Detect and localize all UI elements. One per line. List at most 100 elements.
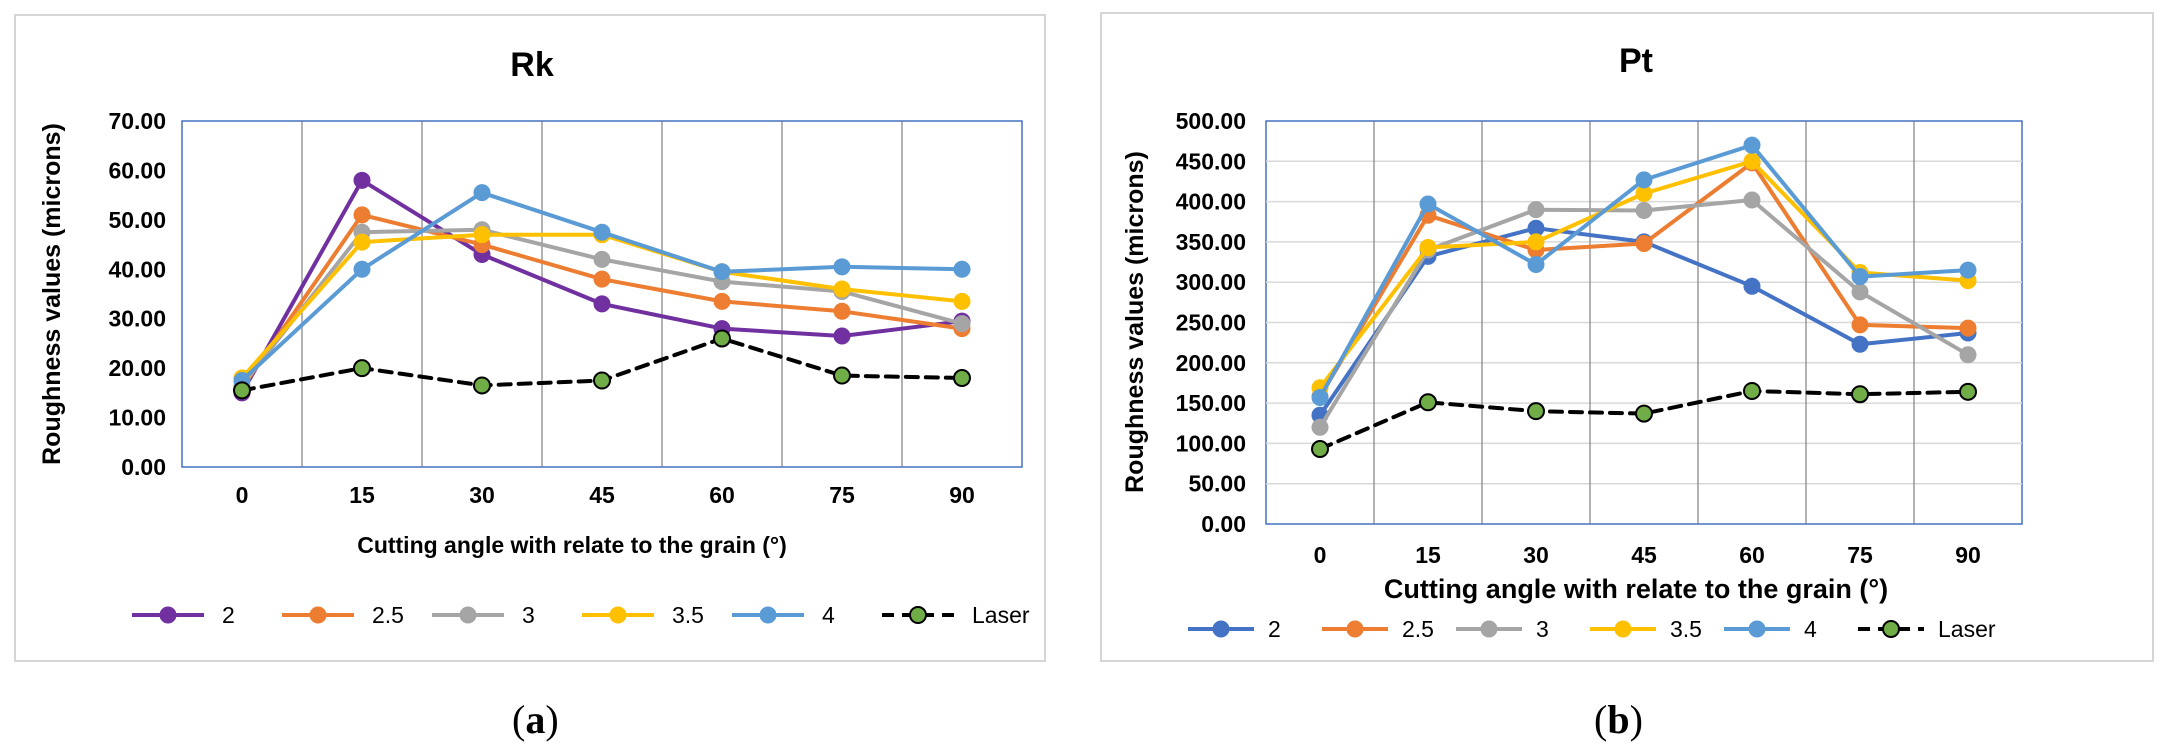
data-point-3-5: [1419, 239, 1437, 257]
legend-swatch-marker: [1748, 620, 1766, 638]
y-tick-label: 40.00: [108, 256, 166, 282]
data-point-2: [1743, 277, 1761, 295]
legend-label: 2: [222, 602, 235, 628]
x-tick-label: 30: [469, 482, 495, 508]
data-point-2: [1851, 335, 1869, 353]
legend-swatch-marker: [609, 606, 627, 624]
y-tick-label: 100.00: [1176, 430, 1246, 456]
data-point-2-5: [353, 206, 371, 224]
data-point-laser: [473, 376, 491, 395]
data-point-4: [833, 258, 851, 276]
y-tick-label: 70.00: [108, 108, 166, 134]
data-point-3: [1635, 201, 1653, 219]
data-point-3: [1959, 346, 1977, 364]
x-tick-label: 30: [1523, 542, 1549, 568]
x-tick-label: 15: [1415, 542, 1441, 568]
legend-swatch-marker: [909, 606, 927, 624]
data-point-2: [833, 327, 851, 345]
legend-swatch-marker: [309, 606, 327, 624]
data-point-4: [1851, 268, 1869, 286]
legend-swatch-marker: [759, 606, 777, 624]
x-tick-label: 75: [1847, 542, 1873, 568]
legend-label: 3.5: [672, 602, 704, 628]
y-axis-label: Roughness values (microns): [1121, 151, 1149, 493]
data-point-4: [1311, 388, 1329, 406]
data-point-3-5: [473, 226, 491, 244]
legend-label: 2.5: [372, 602, 404, 628]
data-point-3: [1743, 191, 1761, 209]
x-tick-label: 75: [829, 482, 855, 508]
chart-title: Rk: [510, 46, 554, 84]
y-tick-label: 50.00: [1188, 471, 1246, 497]
data-point-2-5: [1959, 319, 1977, 337]
y-tick-label: 400.00: [1176, 189, 1246, 215]
legend-label: 2: [1268, 616, 1281, 642]
y-tick-label: 500.00: [1176, 108, 1246, 134]
data-point-4: [713, 263, 731, 281]
legend-swatch-marker: [1614, 620, 1632, 638]
x-tick-label: 60: [709, 482, 735, 508]
data-point-3: [593, 250, 611, 268]
legend-swatch-marker: [1882, 620, 1900, 638]
legend-label: 4: [1804, 616, 1817, 642]
data-point-laser: [1851, 385, 1869, 404]
data-point-3-5: [1527, 233, 1545, 251]
data-point-2-5: [833, 302, 851, 320]
legend-swatch-marker: [459, 606, 477, 624]
legend-swatch-marker: [1480, 620, 1498, 638]
y-tick-label: 300.00: [1176, 269, 1246, 295]
x-tick-label: 45: [1631, 542, 1657, 568]
legend-label: Laser: [1938, 616, 1996, 642]
y-axis-label: Roughness values (microns): [38, 123, 66, 465]
data-point-3: [1311, 418, 1329, 436]
x-tick-label: 0: [1314, 542, 1327, 568]
data-point-4: [593, 223, 611, 241]
y-tick-label: 0.00: [121, 454, 166, 480]
data-point-4: [1419, 195, 1437, 213]
x-tick-label: 90: [1955, 542, 1981, 568]
legend-swatch-marker: [1212, 620, 1230, 638]
x-tick-label: 0: [236, 482, 249, 508]
data-point-laser: [1419, 393, 1437, 412]
data-point-2: [593, 295, 611, 313]
legend-label: 2.5: [1402, 616, 1434, 642]
y-tick-label: 250.00: [1176, 310, 1246, 336]
data-point-3: [953, 315, 971, 333]
subfigure-label-b: (b): [1594, 697, 1643, 742]
data-point-4: [1743, 136, 1761, 154]
data-point-laser: [713, 329, 731, 348]
y-tick-label: 450.00: [1176, 148, 1246, 174]
y-tick-label: 0.00: [1201, 511, 1246, 537]
data-point-laser: [953, 369, 971, 388]
x-tick-label: 15: [349, 482, 375, 508]
data-point-3-5: [353, 233, 371, 251]
data-point-4: [473, 184, 491, 202]
data-point-2: [353, 171, 371, 189]
data-point-laser: [1743, 382, 1761, 401]
data-point-laser: [1527, 402, 1545, 421]
data-point-2-5: [593, 270, 611, 288]
y-tick-label: 30.00: [108, 306, 166, 332]
data-point-laser: [233, 381, 251, 400]
x-tick-label: 90: [949, 482, 975, 508]
y-tick-label: 50.00: [108, 207, 166, 233]
x-axis-label: Cutting angle with relate to the grain (…: [357, 532, 787, 558]
data-point-2-5: [713, 292, 731, 310]
data-point-laser: [1635, 404, 1653, 423]
x-tick-label: 60: [1739, 542, 1765, 568]
data-point-4: [1959, 261, 1977, 279]
data-point-3: [1527, 201, 1545, 219]
y-tick-label: 200.00: [1176, 350, 1246, 376]
data-point-4: [1527, 255, 1545, 273]
data-point-3-5: [833, 280, 851, 298]
data-point-laser: [833, 366, 851, 385]
data-point-2-5: [1851, 316, 1869, 334]
legend-label: 3: [1536, 616, 1549, 642]
legend-label: 3: [522, 602, 535, 628]
y-tick-label: 350.00: [1176, 229, 1246, 255]
data-point-4: [953, 260, 971, 278]
legend-swatch-marker: [1346, 620, 1364, 638]
legend-label: 3.5: [1670, 616, 1702, 642]
legend-label: 4: [822, 602, 835, 628]
